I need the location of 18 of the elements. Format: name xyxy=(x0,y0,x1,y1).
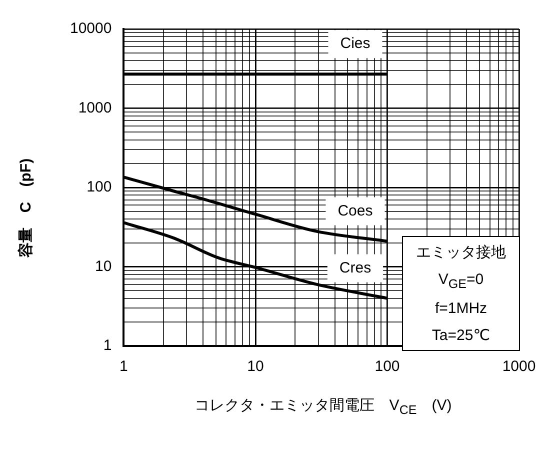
series-label: Cres xyxy=(339,259,372,276)
y-tick-label: 1 xyxy=(103,337,112,354)
annotation: V$_{GE}$=0 xyxy=(438,271,484,292)
series-label: Cies xyxy=(340,35,370,52)
y-tick-label: 10 xyxy=(95,258,112,275)
series-label: Coes xyxy=(338,202,373,220)
y-tick-label: 100 xyxy=(86,178,112,196)
x-tick-label: 1000 xyxy=(502,358,536,376)
x-tick-label: 1 xyxy=(120,358,128,376)
y-axis-title: 容量 C (pF) xyxy=(16,158,36,258)
x-tick-label: 10 xyxy=(247,358,264,376)
annotation: エミッタ接地 xyxy=(416,243,506,262)
y-tick-label: 10000 xyxy=(70,20,112,38)
annotation: Ta=25℃ xyxy=(432,326,490,344)
x-tick-label: 100 xyxy=(374,358,400,376)
annotation: f=1MHz xyxy=(434,300,488,317)
y-tick-label: 1000 xyxy=(78,99,112,116)
text: コレクタ・エミッタ間電圧 V$_{CE}$ (V) xyxy=(194,397,452,417)
